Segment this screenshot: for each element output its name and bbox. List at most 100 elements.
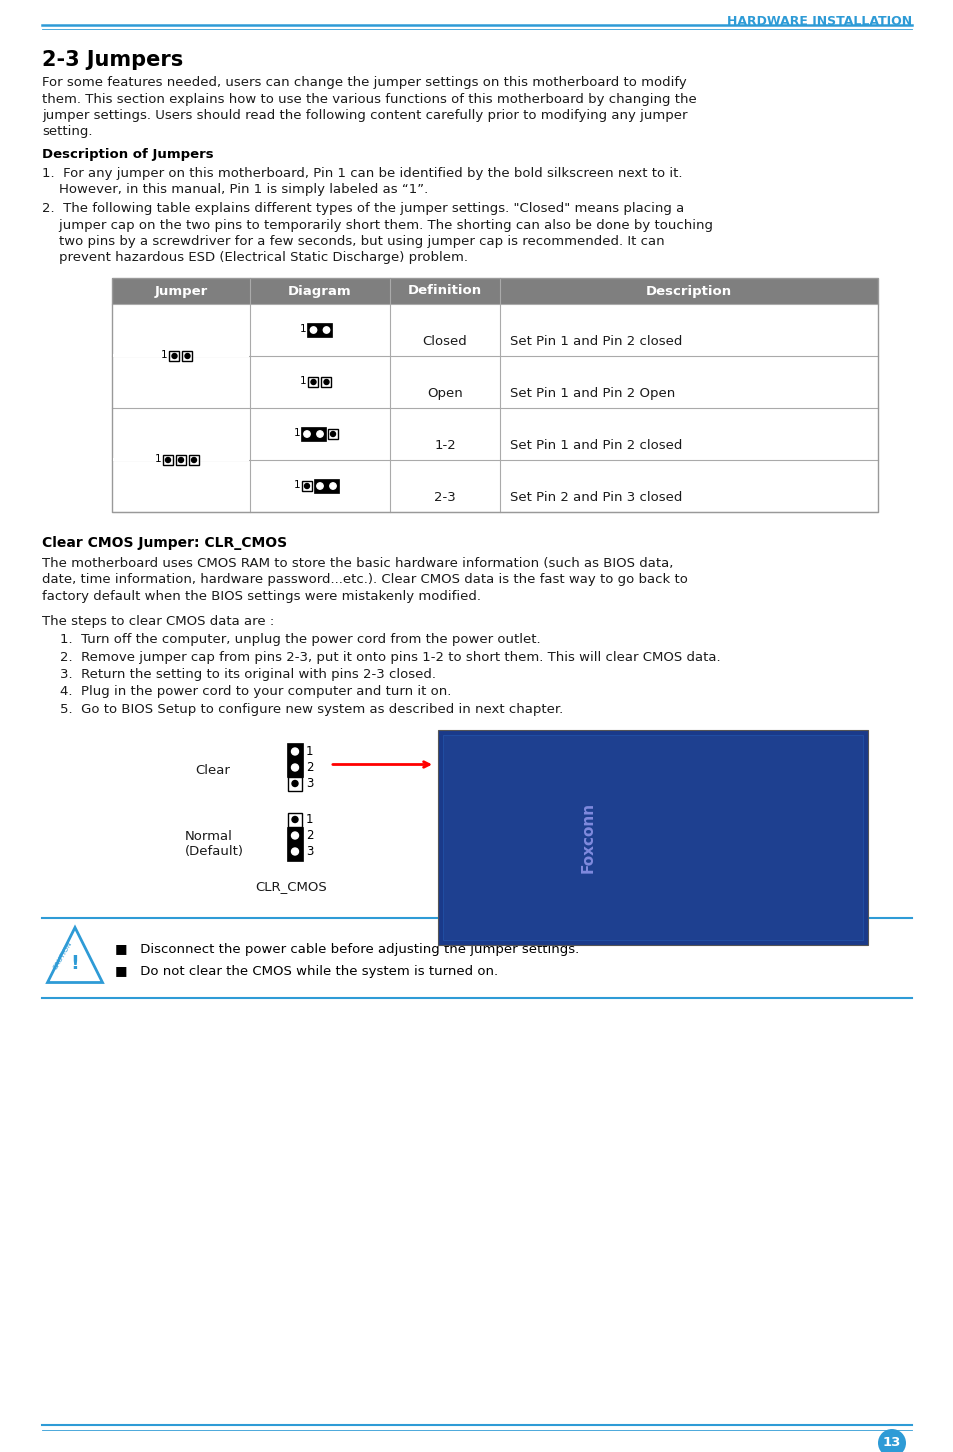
Circle shape xyxy=(316,431,323,437)
Text: 3: 3 xyxy=(306,845,313,858)
Bar xyxy=(307,322,333,337)
Bar xyxy=(301,427,326,441)
Circle shape xyxy=(192,457,196,463)
Bar xyxy=(112,354,249,357)
Circle shape xyxy=(292,816,297,822)
Circle shape xyxy=(292,764,298,771)
Text: Clear: Clear xyxy=(194,765,230,777)
Circle shape xyxy=(877,1429,905,1452)
Bar xyxy=(189,454,199,465)
Bar xyxy=(328,428,337,439)
Text: ■   Disconnect the power cable before adjusting the jumper settings.: ■ Disconnect the power cable before adju… xyxy=(115,942,578,955)
Bar xyxy=(442,735,862,939)
Text: jumper cap on the two pins to temporarily short them. The shorting can also be d: jumper cap on the two pins to temporaril… xyxy=(42,218,712,231)
Text: Set Pin 1 and Pin 2 closed: Set Pin 1 and Pin 2 closed xyxy=(510,335,681,348)
Text: 4.  Plug in the power cord to your computer and turn it on.: 4. Plug in the power cord to your comput… xyxy=(60,685,451,698)
Text: them. This section explains how to use the various functions of this motherboard: them. This section explains how to use t… xyxy=(42,93,696,106)
Polygon shape xyxy=(48,928,102,983)
Text: 1.  For any jumper on this motherboard, Pin 1 can be identified by the bold silk: 1. For any jumper on this motherboard, P… xyxy=(42,167,681,180)
Circle shape xyxy=(324,379,329,385)
Circle shape xyxy=(311,379,315,385)
Circle shape xyxy=(310,327,316,333)
Bar xyxy=(163,454,172,465)
Circle shape xyxy=(303,431,310,437)
Text: For some features needed, users can change the jumper settings on this motherboa: For some features needed, users can chan… xyxy=(42,76,686,89)
Text: 1-2: 1-2 xyxy=(434,439,456,452)
Bar xyxy=(288,813,302,826)
Bar xyxy=(308,378,318,388)
Text: prevent hazardous ESD (Electrical Static Discharge) problem.: prevent hazardous ESD (Electrical Static… xyxy=(42,251,468,264)
Text: Description: Description xyxy=(645,285,731,298)
Text: Clear CMOS Jumper: CLR_CMOS: Clear CMOS Jumper: CLR_CMOS xyxy=(42,536,287,550)
Circle shape xyxy=(323,327,330,333)
Circle shape xyxy=(185,353,190,359)
Bar xyxy=(321,378,331,388)
Text: 1: 1 xyxy=(294,428,299,439)
Bar xyxy=(314,479,338,494)
Text: 1: 1 xyxy=(306,813,314,826)
Text: However, in this manual, Pin 1 is simply labeled as “1”.: However, in this manual, Pin 1 is simply… xyxy=(42,183,428,196)
Text: 3.  Return the setting to its original with pins 2-3 closed.: 3. Return the setting to its original wi… xyxy=(60,668,436,681)
Text: 2.  The following table explains different types of the jumper settings. "Closed: 2. The following table explains differen… xyxy=(42,202,683,215)
Text: Set Pin 2 and Pin 3 closed: Set Pin 2 and Pin 3 closed xyxy=(510,491,681,504)
Circle shape xyxy=(292,781,297,787)
Text: CLR_CMOS: CLR_CMOS xyxy=(254,880,327,893)
Bar xyxy=(175,454,186,465)
Bar xyxy=(112,277,877,513)
Text: two pins by a screwdriver for a few seconds, but using jumper cap is recommended: two pins by a screwdriver for a few seco… xyxy=(42,235,664,248)
Text: factory default when the BIOS settings were mistakenly modified.: factory default when the BIOS settings w… xyxy=(42,590,480,603)
Text: Normal: Normal xyxy=(185,829,233,842)
Bar xyxy=(287,742,303,777)
Bar xyxy=(112,277,877,303)
Text: 13: 13 xyxy=(882,1436,901,1449)
Text: date, time information, hardware password...etc.). Clear CMOS data is the fast w: date, time information, hardware passwor… xyxy=(42,574,687,587)
Text: !: ! xyxy=(71,954,79,973)
Text: 1: 1 xyxy=(294,481,299,489)
Text: 1: 1 xyxy=(161,350,168,360)
Circle shape xyxy=(178,457,183,463)
Bar xyxy=(287,826,303,861)
Circle shape xyxy=(292,748,298,755)
Text: Foxconn: Foxconn xyxy=(580,802,596,873)
Text: Definition: Definition xyxy=(408,285,481,298)
Circle shape xyxy=(292,832,298,839)
Text: 2.  Remove jumper cap from pins 2-3, put it onto pins 1-2 to short them. This wi: 2. Remove jumper cap from pins 2-3, put … xyxy=(60,650,720,664)
Text: (Default): (Default) xyxy=(185,845,244,858)
Bar xyxy=(288,777,302,790)
Text: 1: 1 xyxy=(299,376,306,386)
Circle shape xyxy=(165,457,171,463)
Text: Closed: Closed xyxy=(422,335,467,348)
Text: CAUTION: CAUTION xyxy=(52,939,73,970)
Text: 2: 2 xyxy=(306,829,314,842)
Bar xyxy=(112,457,249,460)
Text: The steps to clear CMOS data are :: The steps to clear CMOS data are : xyxy=(42,614,274,627)
Text: 1: 1 xyxy=(154,454,161,465)
Text: Jumper: Jumper xyxy=(154,285,208,298)
Text: Set Pin 1 and Pin 2 closed: Set Pin 1 and Pin 2 closed xyxy=(510,439,681,452)
Text: Set Pin 1 and Pin 2 Open: Set Pin 1 and Pin 2 Open xyxy=(510,388,675,399)
Text: 3: 3 xyxy=(306,777,313,790)
Circle shape xyxy=(292,848,298,855)
Bar xyxy=(437,729,867,944)
Text: setting.: setting. xyxy=(42,125,92,138)
Bar xyxy=(182,351,193,362)
Circle shape xyxy=(330,431,335,437)
Circle shape xyxy=(172,353,177,359)
Text: Diagram: Diagram xyxy=(288,285,352,298)
Text: The motherboard uses CMOS RAM to store the basic hardware information (such as B: The motherboard uses CMOS RAM to store t… xyxy=(42,558,673,571)
Text: 1.  Turn off the computer, unplug the power cord from the power outlet.: 1. Turn off the computer, unplug the pow… xyxy=(60,633,540,646)
Bar xyxy=(302,481,312,491)
Text: 2-3 Jumpers: 2-3 Jumpers xyxy=(42,49,183,70)
Text: 2-3: 2-3 xyxy=(434,491,456,504)
Text: 1: 1 xyxy=(306,745,314,758)
Circle shape xyxy=(304,484,309,488)
Text: jumper settings. Users should read the following content carefully prior to modi: jumper settings. Users should read the f… xyxy=(42,109,687,122)
Text: 2: 2 xyxy=(306,761,314,774)
Text: Open: Open xyxy=(427,388,462,399)
Text: 1: 1 xyxy=(299,324,306,334)
Circle shape xyxy=(330,484,335,489)
Text: HARDWARE INSTALLATION: HARDWARE INSTALLATION xyxy=(726,15,911,28)
Text: Description of Jumpers: Description of Jumpers xyxy=(42,148,213,161)
Circle shape xyxy=(316,484,323,489)
Bar xyxy=(170,351,179,362)
